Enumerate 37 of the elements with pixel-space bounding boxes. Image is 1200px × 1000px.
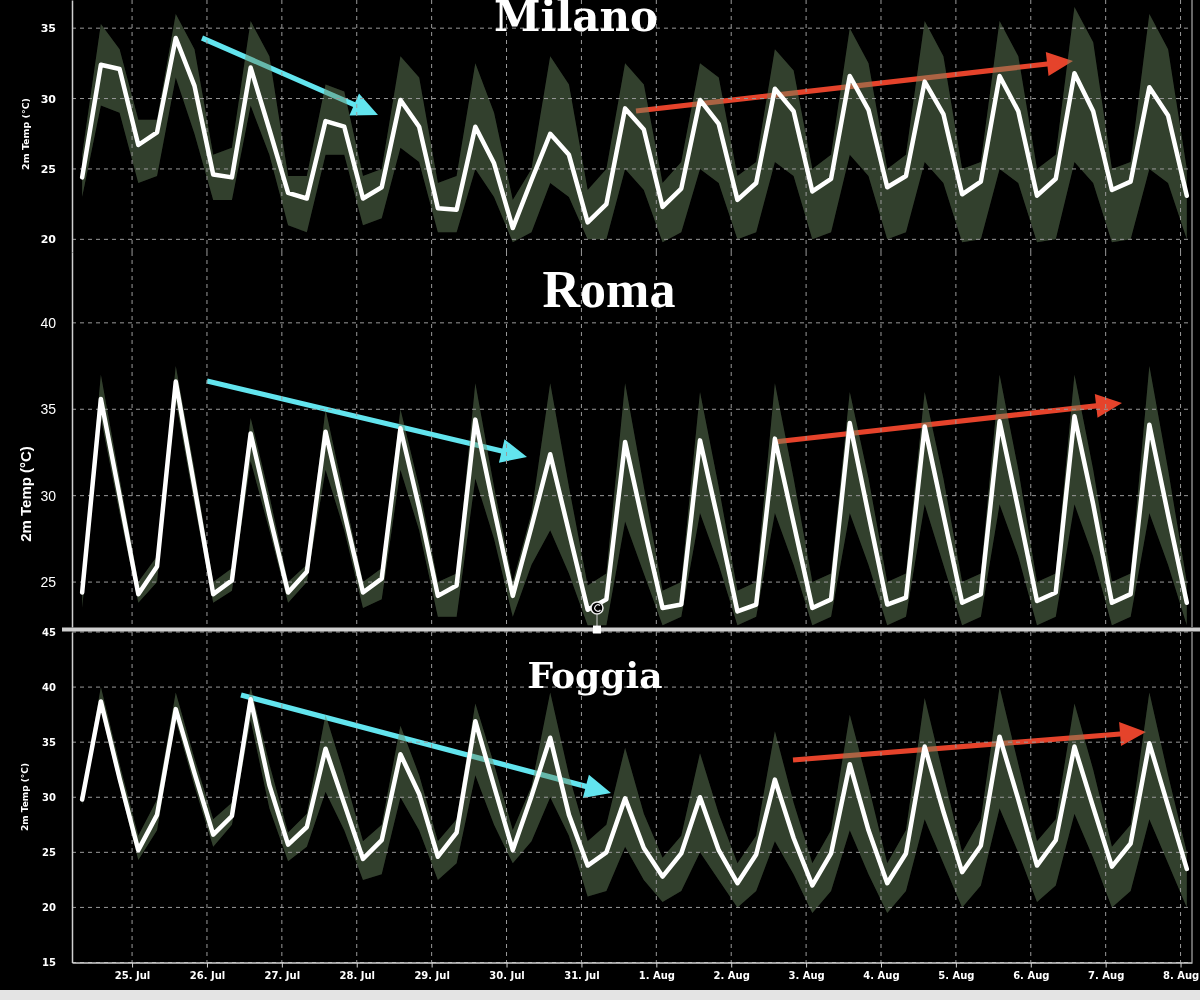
y-tick-label: 15 (42, 957, 57, 969)
y-tick-label: 25 (42, 847, 57, 859)
y-tick-label: 25 (40, 162, 56, 176)
x-tick-label: 26. Jul (189, 969, 226, 981)
x-tick-label: 28. Jul (339, 969, 375, 981)
x-tick-label: 1. Aug (638, 969, 675, 981)
x-tick-label: 8. Aug (1162, 969, 1200, 981)
y-tick-label: 35 (42, 736, 57, 748)
x-tick-label: 27. Jul (264, 969, 301, 981)
y-tick-label: 45 (42, 626, 57, 638)
text: Foggia (527, 654, 663, 696)
y-axis-title: 2m Temp (°C) (20, 762, 30, 832)
x-tick-label: 2. Aug (713, 969, 750, 981)
x-tick-label: 4. Aug (863, 969, 900, 981)
line-series (79, 35, 1190, 231)
line-series (79, 696, 1190, 888)
x-tick-label: 29. Jul (414, 969, 450, 981)
y-tick-label: 35 (40, 22, 56, 36)
y-tick-label: 30 (40, 487, 57, 504)
y-tick-label: 35 (40, 401, 57, 418)
y-axis-title: 2m Temp (°C) (16, 446, 34, 542)
y-tick-label: 20 (40, 233, 57, 247)
chart-title: Roma (542, 261, 676, 318)
x-tick-label: 25. Jul (114, 969, 151, 981)
x-tick-label: 31. Jul (564, 969, 600, 981)
y-tick-label: 30 (42, 791, 57, 803)
x-tick-label: 5. Aug (938, 969, 975, 981)
y-tick-label: 40 (40, 314, 57, 331)
y-tick-label: 25 (40, 574, 57, 591)
x-tick-label: 7. Aug (1088, 969, 1125, 981)
x-tick-label: 30. Jul (489, 969, 525, 981)
y-tick-label: 30 (40, 92, 57, 106)
x-tick-label: 3. Aug (788, 969, 825, 981)
y-tick-label: 40 (42, 681, 57, 693)
x-tick-label: 6. Aug (1013, 969, 1050, 981)
y-axis-title: 2m Temp (°C) (19, 98, 31, 170)
y-tick-label: 20 (42, 902, 57, 914)
